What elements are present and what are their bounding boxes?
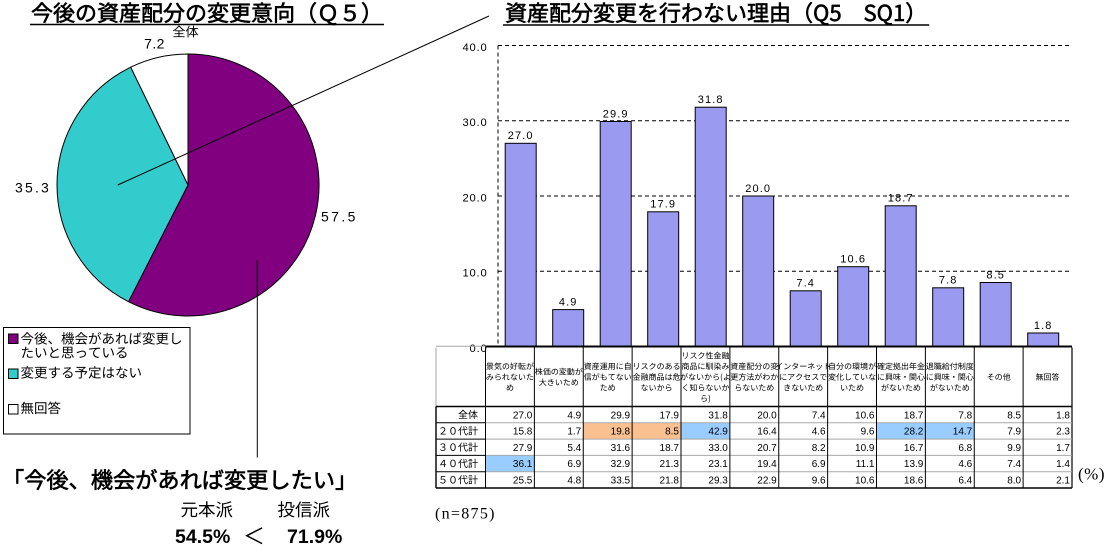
svg-text:19.8: 19.8 xyxy=(611,427,631,438)
svg-text:0.0: 0.0 xyxy=(470,343,488,355)
svg-text:29.9: 29.9 xyxy=(603,108,629,120)
svg-text:17.9: 17.9 xyxy=(650,199,676,211)
svg-text:20.0: 20.0 xyxy=(463,192,488,204)
svg-text:27.9: 27.9 xyxy=(513,443,533,454)
svg-text:25.5: 25.5 xyxy=(513,475,533,486)
svg-text:4.8: 4.8 xyxy=(567,475,581,486)
svg-text:10.6: 10.6 xyxy=(855,475,875,486)
svg-text:8.2: 8.2 xyxy=(812,443,826,454)
svg-text:2.1: 2.1 xyxy=(1056,475,1070,486)
svg-text:18.6: 18.6 xyxy=(904,475,924,486)
svg-text:10.0: 10.0 xyxy=(463,268,488,280)
svg-text:42.9: 42.9 xyxy=(708,427,728,438)
svg-text:19.4: 19.4 xyxy=(757,459,777,470)
svg-text:1.8: 1.8 xyxy=(1034,320,1053,332)
svg-text:1.7: 1.7 xyxy=(567,427,581,438)
svg-text:20.7: 20.7 xyxy=(757,443,777,454)
svg-text:54.5%: 54.5% xyxy=(175,526,230,548)
svg-text:6.9: 6.9 xyxy=(812,459,826,470)
svg-text:8.5: 8.5 xyxy=(665,427,679,438)
svg-text:35.3: 35.3 xyxy=(15,180,51,196)
svg-text:23.1: 23.1 xyxy=(708,459,728,470)
svg-text:10.6: 10.6 xyxy=(855,410,875,421)
svg-text:8.5: 8.5 xyxy=(986,269,1005,281)
svg-text:(n=875): (n=875) xyxy=(435,506,496,523)
svg-text:2.3: 2.3 xyxy=(1056,427,1070,438)
svg-text:20.0: 20.0 xyxy=(757,410,777,421)
svg-text:6.9: 6.9 xyxy=(567,459,581,470)
svg-text:22.9: 22.9 xyxy=(757,475,777,486)
svg-text:5.4: 5.4 xyxy=(567,443,581,454)
svg-text:14.7: 14.7 xyxy=(953,427,973,438)
svg-text:1.7: 1.7 xyxy=(1056,443,1070,454)
svg-text:7.4: 7.4 xyxy=(812,410,826,421)
svg-text:4.9: 4.9 xyxy=(559,296,578,308)
svg-text:7.8: 7.8 xyxy=(939,275,958,287)
svg-text:18.7: 18.7 xyxy=(904,410,924,421)
svg-text:(%): (%) xyxy=(1078,465,1105,484)
svg-text:10.9: 10.9 xyxy=(855,443,875,454)
svg-text:4.6: 4.6 xyxy=(958,459,972,470)
svg-text:11.1: 11.1 xyxy=(856,459,875,470)
svg-text:33.0: 33.0 xyxy=(708,443,728,454)
svg-text:8.0: 8.0 xyxy=(1007,475,1021,486)
svg-text:7.8: 7.8 xyxy=(958,410,972,421)
svg-text:9.6: 9.6 xyxy=(812,475,826,486)
svg-text:6.4: 6.4 xyxy=(958,475,972,486)
svg-text:16.7: 16.7 xyxy=(904,443,924,454)
svg-text:29.9: 29.9 xyxy=(611,410,631,421)
svg-text:1.8: 1.8 xyxy=(1056,410,1070,421)
svg-text:4.6: 4.6 xyxy=(812,427,826,438)
svg-text:31.8: 31.8 xyxy=(708,410,728,421)
svg-text:33.5: 33.5 xyxy=(611,475,631,486)
svg-text:27.0: 27.0 xyxy=(513,410,533,421)
svg-text:7.9: 7.9 xyxy=(1007,427,1021,438)
svg-text:27.0: 27.0 xyxy=(508,130,534,142)
svg-text:8.5: 8.5 xyxy=(1007,410,1021,421)
svg-text:57.5: 57.5 xyxy=(321,209,358,225)
svg-text:7.4: 7.4 xyxy=(1007,459,1021,470)
svg-text:7.2: 7.2 xyxy=(144,36,165,52)
svg-text:17.9: 17.9 xyxy=(660,410,680,421)
svg-text:15.8: 15.8 xyxy=(513,427,533,438)
svg-text:20.0: 20.0 xyxy=(745,183,771,195)
svg-text:21.8: 21.8 xyxy=(660,475,680,486)
svg-text:40.0: 40.0 xyxy=(463,42,488,54)
svg-text:16.4: 16.4 xyxy=(757,427,777,438)
svg-text:29.3: 29.3 xyxy=(708,475,728,486)
svg-text:7.4: 7.4 xyxy=(796,278,815,290)
svg-text:13.9: 13.9 xyxy=(904,459,924,470)
svg-text:36.1: 36.1 xyxy=(513,459,533,470)
svg-text:31.8: 31.8 xyxy=(698,94,724,106)
svg-text:9.6: 9.6 xyxy=(861,427,875,438)
svg-text:21.3: 21.3 xyxy=(660,459,680,470)
svg-text:4.9: 4.9 xyxy=(567,410,581,421)
svg-text:9.9: 9.9 xyxy=(1007,443,1021,454)
svg-text:1.4: 1.4 xyxy=(1056,459,1070,470)
svg-text:18.7: 18.7 xyxy=(660,443,680,454)
svg-text:18.7: 18.7 xyxy=(888,193,914,205)
svg-text:30.0: 30.0 xyxy=(463,117,488,129)
svg-text:71.9%: 71.9% xyxy=(287,526,342,548)
svg-text:32.9: 32.9 xyxy=(611,459,631,470)
svg-text:10.6: 10.6 xyxy=(840,254,866,266)
svg-text:6.8: 6.8 xyxy=(958,443,972,454)
svg-text:28.2: 28.2 xyxy=(904,427,924,438)
svg-text:31.6: 31.6 xyxy=(611,443,631,454)
